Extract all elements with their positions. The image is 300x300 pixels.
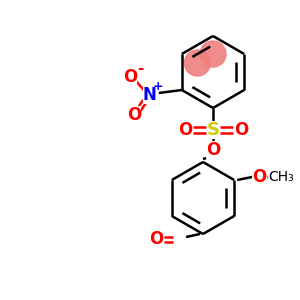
Text: S: S (206, 121, 220, 139)
Text: N: N (143, 86, 157, 104)
Text: +: + (152, 80, 163, 94)
Text: CH₃: CH₃ (268, 170, 294, 184)
Text: O: O (178, 121, 192, 139)
Text: -: - (136, 61, 143, 76)
Circle shape (200, 41, 226, 67)
Text: O: O (206, 141, 220, 159)
Text: O: O (149, 230, 163, 248)
Circle shape (184, 50, 210, 76)
Text: O: O (127, 106, 141, 124)
Text: O: O (252, 168, 266, 186)
Text: O: O (123, 68, 137, 86)
Text: O: O (234, 121, 248, 139)
